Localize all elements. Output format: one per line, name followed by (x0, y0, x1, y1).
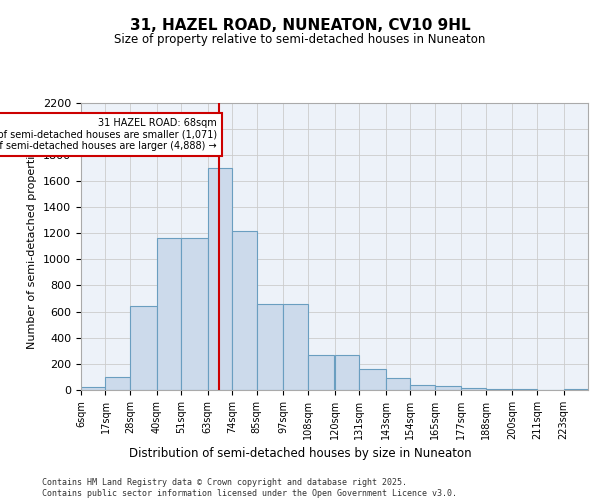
Bar (81, 388, 106, 390)
Text: Distribution of semi-detached houses by size in Nuneaton: Distribution of semi-detached houses by … (128, 448, 472, 460)
Text: Contains HM Land Registry data © Crown copyright and database right 2025.
Contai: Contains HM Land Registry data © Crown c… (42, 478, 457, 498)
Bar (308, 354, 335, 390)
Bar (359, 369, 386, 390)
Bar (386, 378, 410, 390)
Text: Size of property relative to semi-detached houses in Nuneaton: Size of property relative to semi-detach… (115, 32, 485, 46)
Bar (130, 306, 157, 390)
Text: 31 HAZEL ROAD: 68sqm
← 18% of semi-detached houses are smaller (1,071)
81% of se: 31 HAZEL ROAD: 68sqm ← 18% of semi-detac… (0, 118, 217, 152)
Bar (181, 238, 208, 390)
Bar (486, 388, 512, 390)
Bar (335, 354, 359, 390)
Bar (232, 230, 257, 390)
Bar (461, 388, 486, 390)
Bar (410, 385, 434, 390)
Bar (157, 238, 181, 390)
Bar (283, 304, 308, 390)
Bar (208, 168, 232, 390)
Bar (563, 388, 588, 390)
Bar (434, 386, 461, 390)
Bar (106, 377, 130, 390)
Text: 31, HAZEL ROAD, NUNEATON, CV10 9HL: 31, HAZEL ROAD, NUNEATON, CV10 9HL (130, 18, 470, 32)
Bar (257, 304, 283, 390)
Y-axis label: Number of semi-detached properties: Number of semi-detached properties (28, 143, 37, 350)
